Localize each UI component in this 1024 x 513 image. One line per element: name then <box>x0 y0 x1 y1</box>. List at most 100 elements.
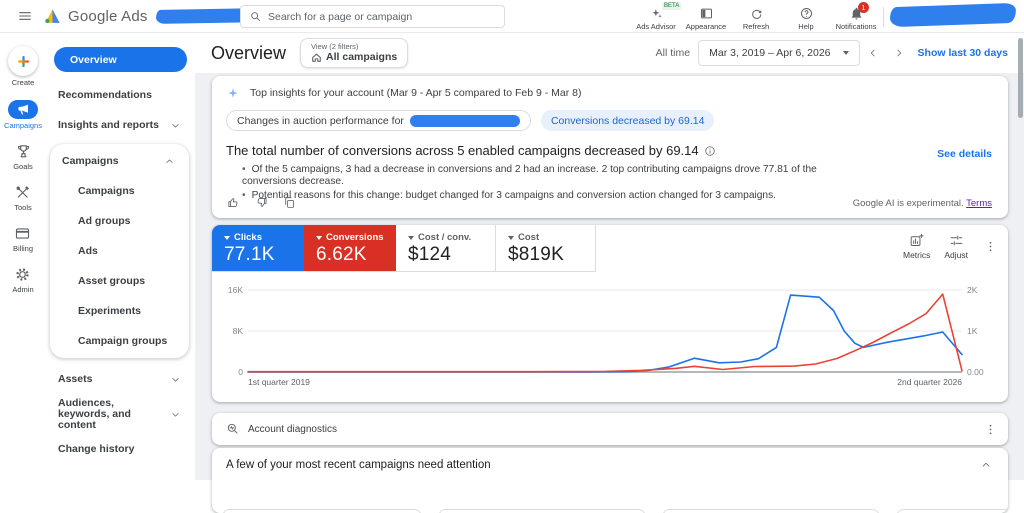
nav-ads[interactable]: Ads <box>50 236 189 266</box>
insights-sparkle-icon <box>226 86 240 100</box>
nav-change-history[interactable]: Change history <box>46 434 195 464</box>
svg-text:16K: 16K <box>228 285 243 295</box>
profile-area[interactable] <box>890 2 1016 25</box>
metrics-button[interactable]: Metrics <box>903 233 930 260</box>
appearance-icon <box>699 6 714 21</box>
insights-card: Top insights for your account (Mar 9 - A… <box>212 76 1008 218</box>
copy-icon[interactable] <box>280 193 298 211</box>
refresh-icon <box>749 6 764 21</box>
next-period-button[interactable] <box>887 41 911 65</box>
brand-title: Google Ads <box>68 8 148 25</box>
trophy-icon <box>15 143 32 160</box>
svg-text:8K: 8K <box>233 326 244 336</box>
caret-down-icon <box>408 236 414 240</box>
nav-experiments[interactable]: Experiments <box>50 296 189 326</box>
nav-campaigns[interactable]: Campaigns <box>50 176 189 206</box>
nav-audiences-keywords-content[interactable]: Audiences, keywords, and content <box>46 394 195 434</box>
campaign-card-peek[interactable] <box>662 509 880 513</box>
rail-admin[interactable]: Admin <box>12 266 33 294</box>
nav-insights-and-reports[interactable]: Insights and reports <box>46 110 195 140</box>
beta-badge: BETA <box>662 2 681 10</box>
home-icon <box>311 52 322 63</box>
chevron-up-icon <box>164 156 175 167</box>
previous-period-button[interactable] <box>861 41 885 65</box>
campaign-attention-card: A few of your most recent campaigns need… <box>212 448 1008 513</box>
nav-ad-groups[interactable]: Ad groups <box>50 206 189 236</box>
caret-down-icon <box>316 236 322 240</box>
refresh-button[interactable]: Refresh <box>731 2 781 31</box>
metric-card-conversions[interactable]: Conversions 6.62K <box>304 225 396 271</box>
help-icon <box>799 6 814 21</box>
chevron-down-icon <box>170 374 181 385</box>
nav-recommendations[interactable]: Recommendations <box>46 80 195 110</box>
see-details-link[interactable]: See details <box>937 148 992 160</box>
chevron-down-icon <box>170 409 181 420</box>
create-plus-icon <box>16 54 31 69</box>
campaign-card-peek[interactable] <box>896 509 1008 513</box>
rail-goals[interactable]: Goals <box>13 143 33 171</box>
svg-text:1st quarter 2019: 1st quarter 2019 <box>248 377 310 387</box>
campaign-card-peek[interactable] <box>222 509 422 513</box>
caret-down-icon <box>224 236 230 240</box>
thumbs-up-icon[interactable] <box>224 193 242 211</box>
metric-card-cost[interactable]: Cost $819K <box>496 225 596 271</box>
chart-more-options-icon[interactable] <box>982 234 998 260</box>
rail-campaigns[interactable]: Campaigns <box>4 100 42 130</box>
main-content: Overview View (2 filters) All campaigns … <box>195 33 1024 480</box>
help-button[interactable]: Help <box>781 2 831 31</box>
info-icon[interactable] <box>704 145 716 157</box>
metric-card-clicks[interactable]: Clicks 77.1K <box>212 225 304 271</box>
view-filter-chip[interactable]: View (2 filters) All campaigns <box>300 38 408 68</box>
chevron-down-icon <box>170 120 181 131</box>
chevron-left-icon <box>867 47 879 59</box>
insight-bullets: Of the 5 campaigns, 3 had a decrease in … <box>212 158 1008 202</box>
svg-text:0.00: 0.00 <box>967 367 984 377</box>
auction-performance-chip[interactable]: Changes in auction performance for <box>226 110 531 131</box>
diagnostics-more-options-icon[interactable] <box>982 416 998 442</box>
insights-title: Top insights for your account (Mar 9 - A… <box>250 87 581 99</box>
thumbs-down-icon[interactable] <box>252 193 270 211</box>
sliders-icon <box>949 233 964 248</box>
redacted-campaign-name <box>410 115 520 127</box>
search-input[interactable]: Search for a page or campaign <box>240 5 505 28</box>
nav-campaigns-group: Campaigns Campaigns Ad groups Ads Asset … <box>50 144 189 358</box>
vertical-scrollbar[interactable] <box>1018 38 1023 118</box>
top-app-bar: Google Ads Search for a page or campaign… <box>0 0 1024 33</box>
terms-link[interactable]: Terms <box>966 198 992 209</box>
notification-count-badge: 1 <box>858 2 869 13</box>
date-range-picker[interactable]: Mar 3, 2019 – Apr 6, 2026 <box>698 40 859 66</box>
topbar-actions: BETA Ads Advisor Appearance Refresh Help <box>631 2 1024 31</box>
collapse-chevron-up-icon[interactable] <box>980 459 992 471</box>
svg-text:2K: 2K <box>967 285 978 295</box>
caret-down-icon <box>843 51 849 55</box>
search-icon <box>249 10 262 23</box>
campaign-card-peek[interactable] <box>438 509 646 513</box>
rail-billing[interactable]: Billing <box>13 225 33 253</box>
megaphone-icon <box>17 103 30 116</box>
notifications-button[interactable]: 1 Notifications <box>831 2 881 31</box>
nav-assets[interactable]: Assets <box>46 364 195 394</box>
nav-asset-groups[interactable]: Asset groups <box>50 266 189 296</box>
show-last-30-days-link[interactable]: Show last 30 days <box>918 47 1008 59</box>
adjust-button[interactable]: Adjust <box>944 233 968 260</box>
nav-campaigns-header[interactable]: Campaigns <box>50 146 189 176</box>
gear-icon <box>14 266 31 283</box>
attention-title: A few of your most recent campaigns need… <box>226 459 972 471</box>
rail-create-button[interactable]: Create <box>8 33 38 87</box>
ads-advisor-button[interactable]: BETA Ads Advisor <box>631 2 681 31</box>
account-diagnostics-card: Account diagnostics <box>212 413 1008 445</box>
caret-down-icon <box>508 236 514 240</box>
appearance-button[interactable]: Appearance <box>681 2 731 31</box>
nav-overview[interactable]: Overview <box>54 47 187 72</box>
rail-tools[interactable]: Tools <box>14 184 32 212</box>
metric-card-cost-per-conv[interactable]: Cost / conv. $124 <box>396 225 496 271</box>
tools-icon <box>14 184 31 201</box>
main-menu-icon[interactable] <box>12 3 38 29</box>
svg-text:1K: 1K <box>967 326 978 336</box>
billing-card-icon <box>14 225 31 242</box>
diagnostics-icon <box>226 422 240 436</box>
nav-campaign-groups[interactable]: Campaign groups <box>50 326 189 356</box>
metric-cards: Clicks 77.1K Conversions 6.62K Cost / co… <box>212 225 596 272</box>
conversions-decreased-chip[interactable]: Conversions decreased by 69.14 <box>541 110 715 131</box>
